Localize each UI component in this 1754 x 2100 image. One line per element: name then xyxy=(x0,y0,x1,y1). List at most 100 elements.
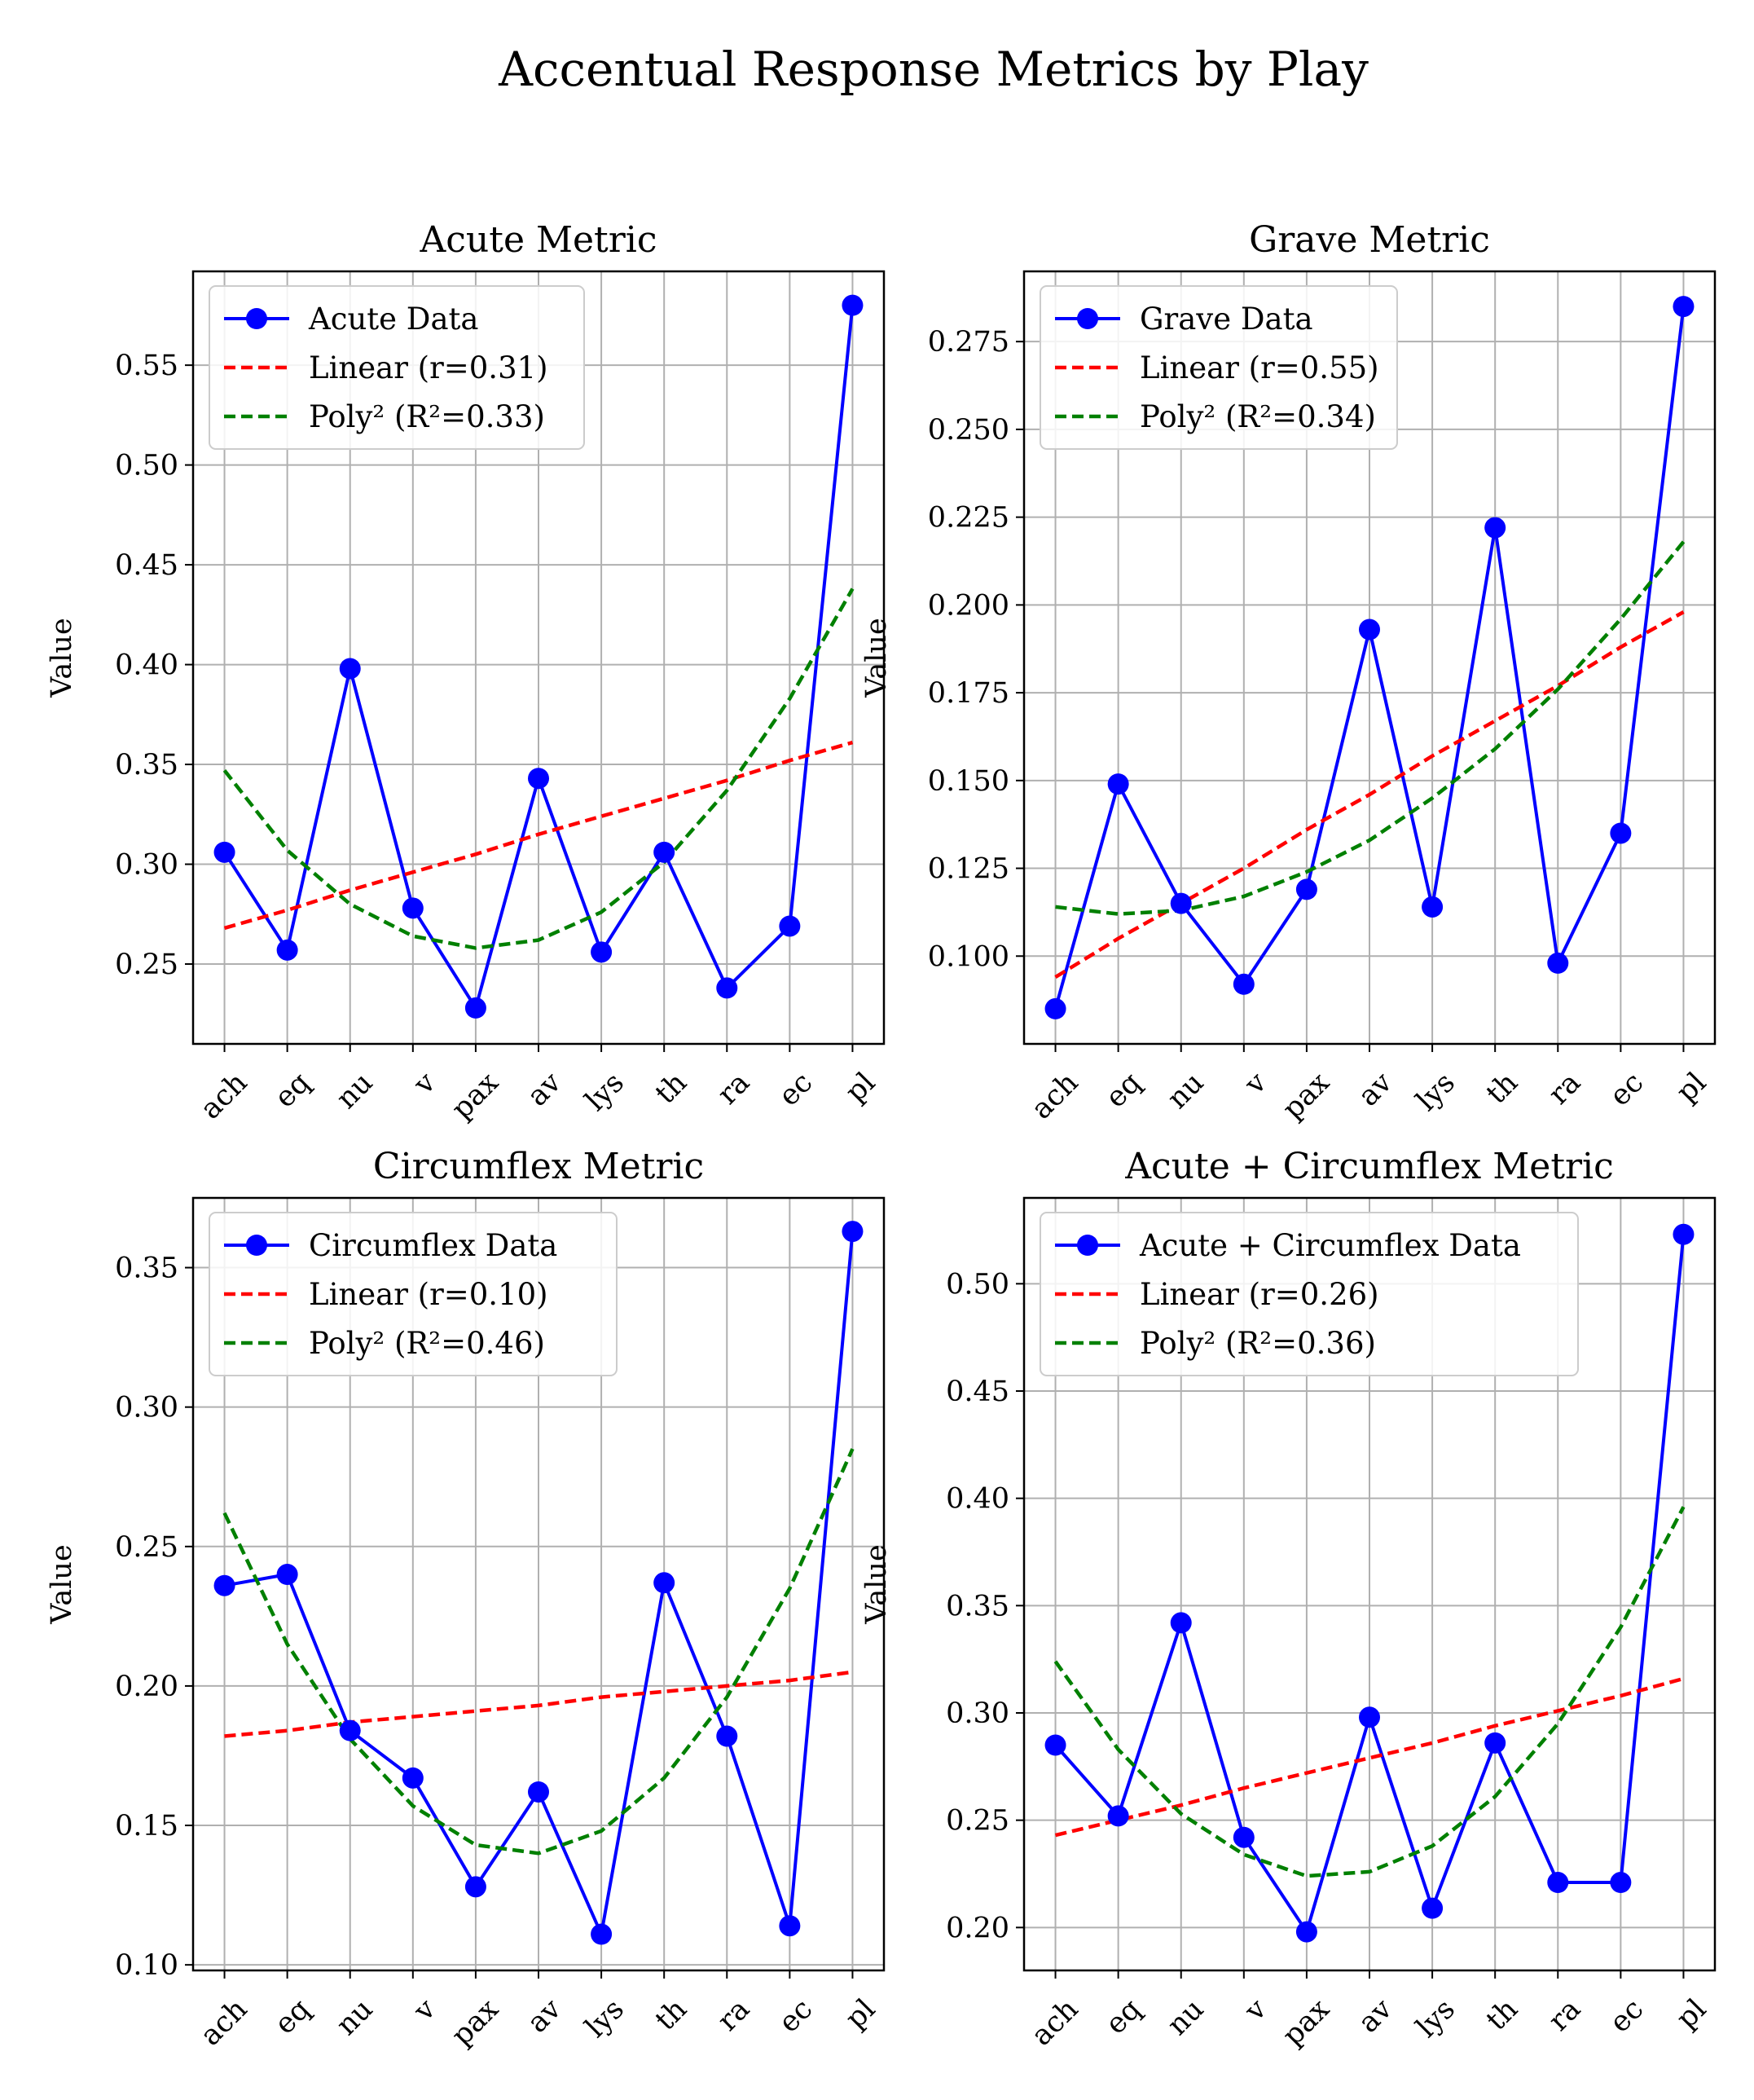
y-tick-label: 0.250 xyxy=(928,414,1009,447)
x-tick-label: nu xyxy=(1161,1993,1210,2042)
x-tick-label: pl xyxy=(1670,1067,1712,1109)
x-tick-label: ra xyxy=(1542,1993,1587,2038)
y-tick-label: 0.30 xyxy=(115,849,178,882)
data-point-pax xyxy=(464,997,486,1019)
data-point-th xyxy=(1484,1732,1506,1754)
y-tick-label: 0.45 xyxy=(946,1376,1009,1408)
data-point-ach xyxy=(1044,1734,1066,1756)
legend-label: Linear (r=0.10) xyxy=(309,1277,548,1312)
y-tick-label: 0.25 xyxy=(946,1805,1009,1838)
x-tick-label: nu xyxy=(330,1067,379,1116)
legend-label: Linear (r=0.55) xyxy=(1140,350,1379,385)
y-tick-label: 0.25 xyxy=(115,1531,178,1564)
legend-box xyxy=(209,285,585,450)
x-tick-label: av xyxy=(1352,1992,1399,2039)
legend-marker xyxy=(246,308,267,329)
x-tick-label: ra xyxy=(1542,1067,1587,1112)
y-tick-label: 0.35 xyxy=(115,1253,178,1285)
panel-grave-metric: Grave Metric 0.100 0.125 0.150 0.175 0.200 0.2… xyxy=(860,219,1717,1126)
y-tick-label: 0.100 xyxy=(928,940,1009,973)
x-tick-label: lys xyxy=(579,1993,631,2045)
data-point-th xyxy=(653,1572,675,1594)
legend-label: Grave Data xyxy=(1140,302,1313,337)
legend-label: Linear (r=0.26) xyxy=(1140,1277,1379,1312)
legend: Grave Data Linear (r=0.55) Poly² (R²=0.34) xyxy=(1040,285,1398,450)
y-tick-label: 0.10 xyxy=(115,1949,178,1982)
x-tick-label: pl xyxy=(839,1067,881,1109)
x-tick-label: av xyxy=(521,1992,568,2039)
legend-label: Acute Data xyxy=(308,302,478,337)
data-point-lys xyxy=(591,1923,613,1945)
x-tick-label: ec xyxy=(772,1067,819,1113)
y-tick-label: 0.20 xyxy=(115,1671,178,1703)
legend-label: Poly² (R²=0.34) xyxy=(1140,399,1376,434)
data-point-th xyxy=(1484,517,1506,539)
series-line-poly-r-0-33 xyxy=(222,588,855,950)
x-tick-label: th xyxy=(649,1993,693,2037)
panel-title: Acute + Circumflex Metric xyxy=(1124,1146,1614,1187)
data-point-av xyxy=(1359,619,1380,641)
x-tick-label: pax xyxy=(446,1992,505,2052)
x-tick-label: v xyxy=(407,1066,442,1101)
legend-box xyxy=(1040,1212,1579,1376)
y-tick-label: 0.125 xyxy=(928,853,1009,886)
legend-label: Poly² (R²=0.46) xyxy=(309,1326,545,1361)
data-point-eq xyxy=(276,1564,298,1586)
legend-label: Acute + Circumflex Data xyxy=(1139,1228,1521,1263)
x-tick-label: lys xyxy=(1410,1067,1462,1118)
data-point-pl xyxy=(842,1221,864,1243)
panel-title: Circumflex Metric xyxy=(373,1146,704,1187)
data-point-ec xyxy=(1610,1872,1632,1894)
data-point-ra xyxy=(1547,1872,1569,1894)
y-tick-label: 0.225 xyxy=(928,502,1009,535)
data-point-ec xyxy=(779,915,801,937)
x-tick-label: pax xyxy=(1277,1992,1336,2052)
data-point-eq xyxy=(1107,1805,1129,1827)
x-tick-label: v xyxy=(407,1992,442,2027)
data-point-lys xyxy=(1422,1897,1444,1919)
series-line-linear-r-0-10 xyxy=(224,1670,853,1738)
y-tick-label: 0.30 xyxy=(946,1697,1009,1730)
y-tick-label: 0.200 xyxy=(928,589,1009,622)
x-tick-label: v xyxy=(1238,1992,1273,2027)
y-tick-label: 0.45 xyxy=(115,549,178,582)
legend-label: Poly² (R²=0.36) xyxy=(1140,1326,1376,1361)
y-tick-label: 0.50 xyxy=(946,1268,1009,1301)
x-tick-label: eq xyxy=(269,1993,317,2041)
x-tick-label: ach xyxy=(1026,1067,1085,1126)
y-tick-label: 0.175 xyxy=(928,677,1009,710)
data-point-ec xyxy=(1610,822,1632,844)
y-tick-label: 0.150 xyxy=(928,765,1009,798)
data-point-eq xyxy=(1107,773,1129,795)
y-tick-label: 0.40 xyxy=(946,1483,1009,1516)
x-tick-label: av xyxy=(1352,1066,1399,1112)
series-line-linear-r-0-31 xyxy=(223,740,854,931)
panel-title: Grave Metric xyxy=(1249,219,1490,261)
x-tick-label: eq xyxy=(1100,1993,1148,2041)
data-point-ach xyxy=(213,1574,235,1596)
x-tick-label: th xyxy=(649,1067,693,1111)
series-group xyxy=(1044,1223,1695,1943)
y-tick-label: 0.35 xyxy=(946,1590,1009,1622)
x-tick-label: ec xyxy=(1603,1067,1650,1113)
data-point-ra xyxy=(1547,952,1569,974)
x-tick-label: nu xyxy=(330,1993,379,2042)
data-point-av xyxy=(528,1781,549,1803)
data-point-eq xyxy=(276,939,298,961)
series-line-linear-r-0-55 xyxy=(1054,610,1685,980)
data-point-v xyxy=(1233,973,1255,995)
y-tick-label: 0.275 xyxy=(928,326,1009,359)
x-tick-label: pl xyxy=(1670,1993,1712,2036)
legend-box xyxy=(1040,285,1398,450)
legend-marker xyxy=(246,1235,267,1256)
x-tick-label: nu xyxy=(1161,1067,1210,1116)
y-axis-label: Value xyxy=(46,618,78,698)
data-point-pax xyxy=(1295,878,1317,900)
series-group xyxy=(213,294,864,1019)
legend-marker xyxy=(1077,1235,1098,1256)
subplots: Acute Metric 0.25 0.30 0.35 0.40 0.45 0.50 0.55… xyxy=(46,219,1717,2052)
data-point-ach xyxy=(1044,997,1066,1019)
x-tick-label: lys xyxy=(579,1067,631,1118)
data-point-ra xyxy=(716,977,738,999)
data-point-lys xyxy=(1422,896,1444,918)
